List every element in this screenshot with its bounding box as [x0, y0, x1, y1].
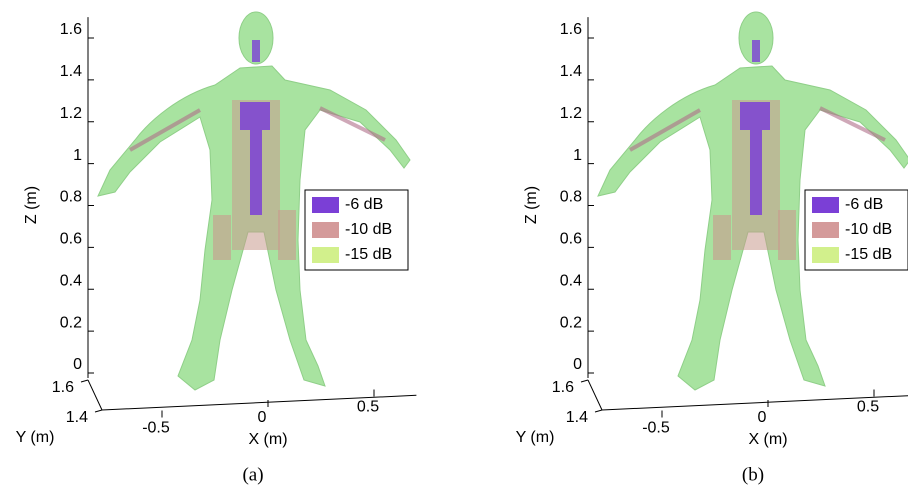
z-tick-label: 0.4	[560, 272, 582, 289]
y-tick	[581, 380, 588, 382]
legend-label: -15 dB	[845, 246, 892, 263]
z-tick-label: 0.6	[60, 231, 82, 248]
y-tick	[95, 410, 102, 412]
z-tick-label: 0	[73, 356, 82, 373]
y-tick-label: 1.6	[552, 379, 574, 396]
z-tick-label: 1	[73, 147, 82, 164]
y-tick-label: 1.4	[66, 409, 88, 426]
y-tick-label: 1.4	[566, 409, 588, 426]
x-axis-label: X (m)	[248, 431, 287, 448]
z-axis-label: Z (m)	[523, 186, 540, 224]
x-tick-label: 0	[758, 409, 767, 426]
legend-swatch	[312, 197, 339, 213]
legend-label: -15 dB	[345, 246, 392, 263]
x-tick-label: -0.5	[642, 420, 670, 437]
z-tick-label: 1.2	[560, 105, 582, 122]
y-tick-label: 1.6	[52, 379, 74, 396]
y-tick	[81, 380, 88, 382]
y-axis	[88, 380, 102, 410]
panel-caption: (b)	[742, 464, 764, 485]
legend-swatch	[312, 247, 339, 263]
panel-caption: (a)	[242, 464, 263, 485]
z-tick-label: 0.8	[60, 189, 82, 206]
y-axis-label: Y (m)	[516, 429, 555, 446]
legend-swatch	[812, 197, 839, 213]
z-tick-label: 0.2	[60, 314, 82, 331]
z-tick-label: 1.2	[60, 105, 82, 122]
z-tick-label: 1	[573, 147, 582, 164]
x-tick-label: -0.5	[142, 420, 170, 437]
legend-swatch	[312, 222, 339, 238]
legend-label: -10 dB	[345, 221, 392, 238]
y-axis	[588, 380, 602, 410]
x-axis-label: X (m)	[748, 431, 787, 448]
z-tick-label: 0	[573, 356, 582, 373]
y-tick	[595, 410, 602, 412]
z-tick-label: 0.2	[560, 314, 582, 331]
legend-label: -6 dB	[845, 196, 883, 213]
z-tick-label: 0.8	[560, 189, 582, 206]
z-tick-label: 1.4	[560, 63, 582, 80]
z-tick-label: 1.4	[60, 63, 82, 80]
legend-swatch	[812, 222, 839, 238]
legend-swatch	[812, 247, 839, 263]
x-tick-label: 0.5	[357, 399, 379, 416]
x-tick-label: 0.5	[857, 399, 879, 416]
z-tick-label: 1.6	[60, 21, 82, 38]
legend-label: -6 dB	[345, 196, 383, 213]
z-tick-label: 1.6	[560, 21, 582, 38]
y-axis-label: Y (m)	[16, 429, 55, 446]
z-axis-label: Z (m)	[23, 186, 40, 224]
z-tick-label: 0.4	[60, 272, 82, 289]
z-tick-label: 0.6	[560, 231, 582, 248]
legend-label: -10 dB	[845, 221, 892, 238]
figure: 0 0.2 0.4 0.6 0.8 1 1.2 1.4 1.6 Z (m) 1.4 1.6 Y (m) -…	[0, 0, 908, 491]
x-tick-label: 0	[258, 409, 267, 426]
